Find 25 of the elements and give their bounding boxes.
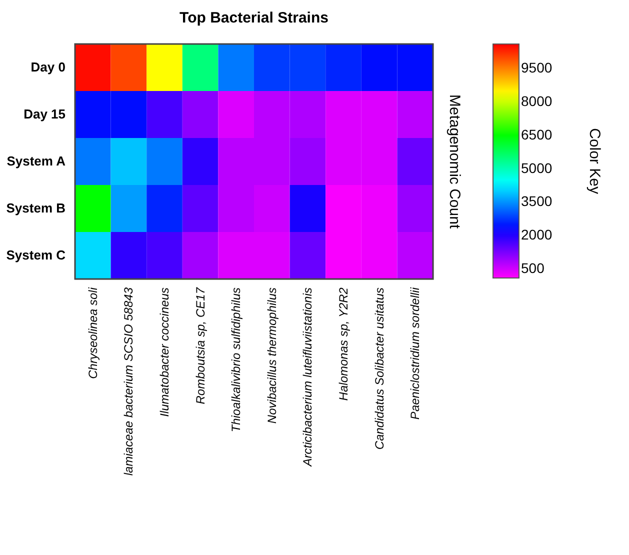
x-tick-label: Thioalkalivibrio sulfidiphilus (229, 288, 244, 432)
y2-axis-title: Metagenomic Count (446, 94, 463, 230)
color-bar-label: 5000 (521, 160, 552, 176)
y-tick-label: System C (6, 248, 66, 262)
color-bar-title: Color Key (586, 128, 603, 194)
y-tick-label: System B (6, 200, 66, 216)
y-tick-label: Day 0 (30, 60, 66, 74)
x-tick-label: Candidatus Solibacter usitatus (372, 288, 386, 450)
color-bar-label: 6500 (521, 126, 552, 142)
x-tick-label: Halomonas sp, Y2R2 (336, 287, 350, 401)
x-tick-label: Chryseolinea soli (86, 287, 100, 379)
color-bar-label: 3500 (521, 193, 552, 210)
color-bar-label: 2000 (521, 226, 552, 243)
x-tick-label: lamiaceae bacterium SCSIO 58843 (122, 287, 136, 476)
chart-title: Top Bacterial Strains (180, 9, 328, 26)
x-tick-label: Novibacillus thermophilus (264, 288, 279, 424)
color-bar-label: 9500 (521, 60, 552, 76)
x-tick-label: Arcticibacterium luteifluviistationis (300, 288, 315, 468)
y-tick-label: System A (6, 154, 66, 168)
color-bar-label: 8000 (521, 92, 552, 109)
color-bar-label: 500 (521, 260, 545, 276)
y-tick-label: Day 15 (24, 106, 66, 122)
x-tick-label: Paeniclostridium sordellii (408, 287, 422, 420)
x-tick-label: Romboutsia sp, CE17 (193, 286, 208, 404)
x-tick-label: Ilumatobacter coccineus (158, 288, 172, 417)
